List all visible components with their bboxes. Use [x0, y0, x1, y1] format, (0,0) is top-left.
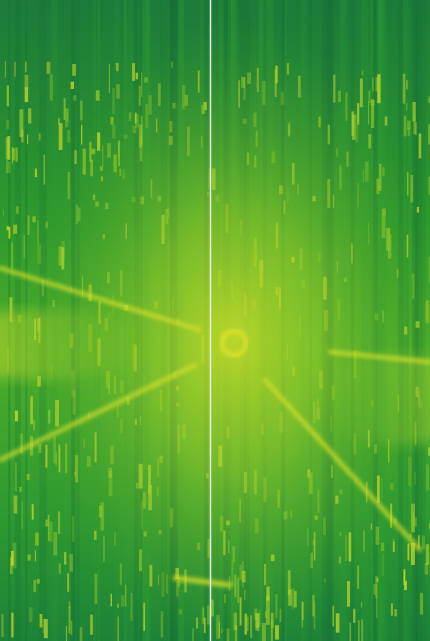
ray	[172, 575, 233, 588]
right-glow	[320, 355, 430, 445]
ray	[328, 350, 430, 364]
ray	[263, 378, 422, 552]
left-glow	[0, 310, 150, 380]
center-ring	[219, 328, 249, 358]
ray	[0, 363, 197, 462]
ray	[0, 266, 202, 332]
rays	[0, 266, 430, 588]
